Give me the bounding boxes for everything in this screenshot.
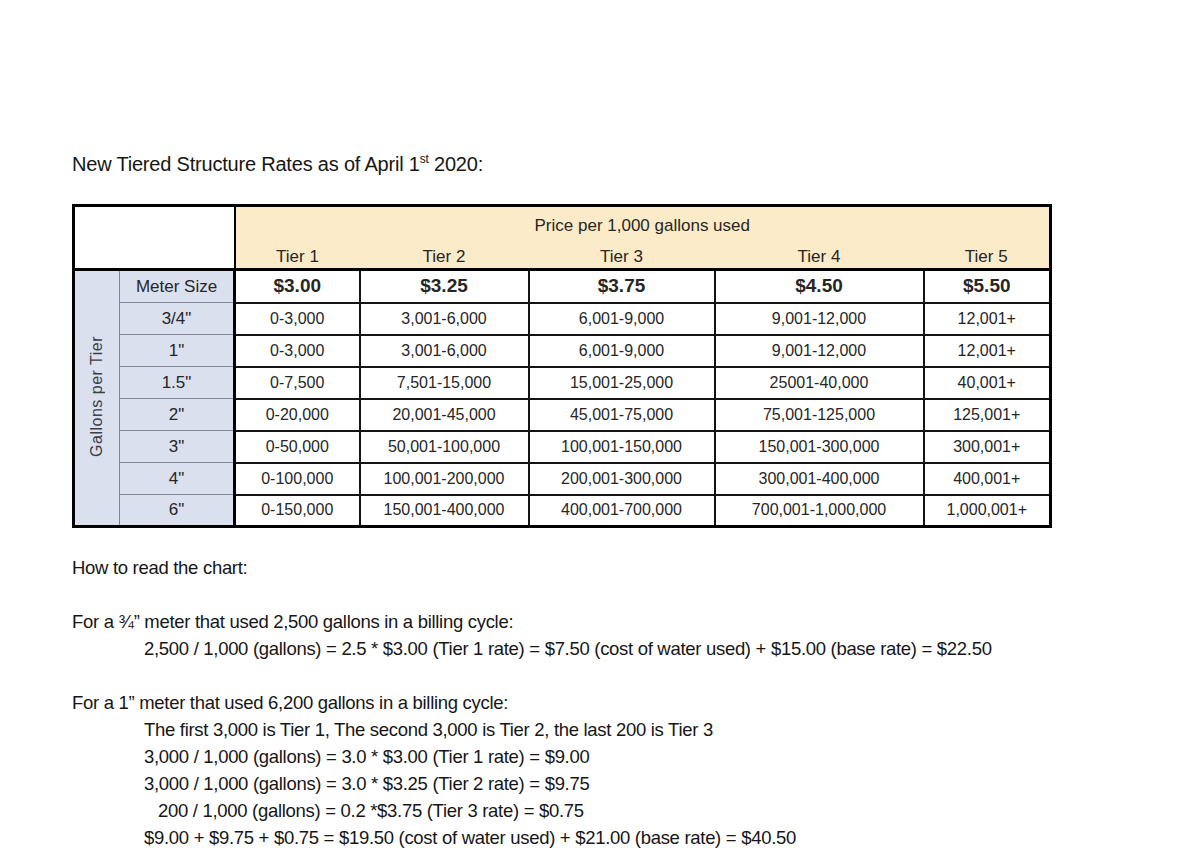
tier-cell: 3,001-6,000 bbox=[360, 335, 529, 367]
example-one-inch-line: 200 / 1,000 (gallons) = 0.2 *$3.75 (Tier… bbox=[72, 797, 1172, 824]
example-one-inch-line: $9.00 + $9.75 + $0.75 = $19.50 (cost of … bbox=[72, 824, 1172, 851]
tiered-rate-table: Price per 1,000 gallons used Tier 1 Tier… bbox=[72, 204, 1052, 528]
price-header-cell: Price per 1,000 gallons used bbox=[235, 206, 1051, 246]
tier-5-header: Tier 5 bbox=[924, 246, 1051, 270]
meter-size-cell: 4" bbox=[120, 463, 235, 495]
tier-cell: 150,001-400,000 bbox=[360, 495, 529, 527]
table-row-3-4-inch: 3/4" 0-3,000 3,001-6,000 6,001-9,000 9,0… bbox=[74, 303, 1051, 335]
spacer bbox=[72, 662, 1172, 689]
spacer bbox=[72, 581, 1172, 608]
tier-cell: 100,001-150,000 bbox=[529, 431, 715, 463]
tier-cell: 400,001+ bbox=[924, 463, 1051, 495]
meter-size-cell: 6" bbox=[120, 495, 235, 527]
tier-cell: 100,001-200,000 bbox=[360, 463, 529, 495]
tier-cell: 300,001-400,000 bbox=[715, 463, 924, 495]
example-one-inch-intro: For a 1” meter that used 6,200 gallons i… bbox=[72, 689, 1172, 716]
tier-1-header: Tier 1 bbox=[235, 246, 360, 270]
meter-size-cell: 3" bbox=[120, 431, 235, 463]
gallons-per-tier-label: Gallons per Tier bbox=[88, 336, 106, 457]
rate-row: Gallons per Tier Meter Size $3.00 $3.25 … bbox=[74, 270, 1051, 303]
tier-cell: 0-50,000 bbox=[235, 431, 360, 463]
tier-cell: 1,000,001+ bbox=[924, 495, 1051, 527]
tier-cell: 400,001-700,000 bbox=[529, 495, 715, 527]
tier-cell: 150,001-300,000 bbox=[715, 431, 924, 463]
rate-tier-2: $3.25 bbox=[360, 270, 529, 303]
tier-cell: 700,001-1,000,000 bbox=[715, 495, 924, 527]
example-one-inch-line: The first 3,000 is Tier 1, The second 3,… bbox=[72, 716, 1172, 743]
example-one-inch-line: 3,000 / 1,000 (gallons) = 3.0 * $3.00 (T… bbox=[72, 743, 1172, 770]
meter-size-cell: 3/4" bbox=[120, 303, 235, 335]
rate-tier-4: $4.50 bbox=[715, 270, 924, 303]
page-title-text: New Tiered Structure Rates as of April 1 bbox=[72, 153, 420, 175]
price-header-row: Price per 1,000 gallons used bbox=[74, 206, 1051, 246]
page-title-superscript: st bbox=[420, 152, 429, 166]
tier-cell: 15,001-25,000 bbox=[529, 367, 715, 399]
tier-cell: 45,001-75,000 bbox=[529, 399, 715, 431]
tier-cell: 20,001-45,000 bbox=[360, 399, 529, 431]
rate-tier-3: $3.75 bbox=[529, 270, 715, 303]
tier-cell: 125,001+ bbox=[924, 399, 1051, 431]
tier-cell: 50,001-100,000 bbox=[360, 431, 529, 463]
tier-cell: 12,001+ bbox=[924, 303, 1051, 335]
table-row-3-inch: 3" 0-50,000 50,001-100,000 100,001-150,0… bbox=[74, 431, 1051, 463]
tier-cell: 0-3,000 bbox=[235, 303, 360, 335]
tier-cell: 6,001-9,000 bbox=[529, 303, 715, 335]
page-title-year: 2020: bbox=[429, 153, 483, 175]
example-three-quarter-line: 2,500 / 1,000 (gallons) = 2.5 * $3.00 (T… bbox=[72, 635, 1172, 662]
tier-3-header: Tier 3 bbox=[529, 246, 715, 270]
tier-cell: 75,001-125,000 bbox=[715, 399, 924, 431]
tier-cell: 9,001-12,000 bbox=[715, 303, 924, 335]
tier-cell: 300,001+ bbox=[924, 431, 1051, 463]
table-row-1-5-inch: 1.5" 0-7,500 7,501-15,000 15,001-25,000 … bbox=[74, 367, 1051, 399]
tier-4-header: Tier 4 bbox=[715, 246, 924, 270]
meter-size-cell: 1" bbox=[120, 335, 235, 367]
rate-tier-5: $5.50 bbox=[924, 270, 1051, 303]
tier-2-header: Tier 2 bbox=[360, 246, 529, 270]
tier-cell: 12,001+ bbox=[924, 335, 1051, 367]
table-row-1-inch: 1" 0-3,000 3,001-6,000 6,001-9,000 9,001… bbox=[74, 335, 1051, 367]
tier-cell: 40,001+ bbox=[924, 367, 1051, 399]
meter-size-cell: 1.5" bbox=[120, 367, 235, 399]
how-to-section: How to read the chart: For a ¾” meter th… bbox=[72, 554, 1172, 851]
table-row-2-inch: 2" 0-20,000 20,001-45,000 45,001-75,000 … bbox=[74, 399, 1051, 431]
tier-cell: 6,001-9,000 bbox=[529, 335, 715, 367]
table-row-4-inch: 4" 0-100,000 100,001-200,000 200,001-300… bbox=[74, 463, 1051, 495]
tier-cell: 3,001-6,000 bbox=[360, 303, 529, 335]
gallons-per-tier-side-cell: Gallons per Tier bbox=[74, 270, 120, 527]
table-row-6-inch: 6" 0-150,000 150,001-400,000 400,001-700… bbox=[74, 495, 1051, 527]
tier-cell: 0-7,500 bbox=[235, 367, 360, 399]
tier-cell: 25001-40,000 bbox=[715, 367, 924, 399]
how-to-heading: How to read the chart: bbox=[72, 554, 1172, 581]
corner-cell bbox=[74, 206, 235, 270]
tier-cell: 200,001-300,000 bbox=[529, 463, 715, 495]
example-one-inch-line: 3,000 / 1,000 (gallons) = 3.0 * $3.25 (T… bbox=[72, 770, 1172, 797]
meter-size-cell: 2" bbox=[120, 399, 235, 431]
document-page: New Tiered Structure Rates as of April 1… bbox=[0, 0, 1200, 865]
tier-cell: 9,001-12,000 bbox=[715, 335, 924, 367]
tier-cell: 0-3,000 bbox=[235, 335, 360, 367]
tier-cell: 7,501-15,000 bbox=[360, 367, 529, 399]
tier-cell: 0-100,000 bbox=[235, 463, 360, 495]
meter-size-header-cell: Meter Size bbox=[120, 270, 235, 303]
rate-tier-1: $3.00 bbox=[235, 270, 360, 303]
tier-cell: 0-20,000 bbox=[235, 399, 360, 431]
page-title: New Tiered Structure Rates as of April 1… bbox=[72, 153, 483, 176]
example-three-quarter-intro: For a ¾” meter that used 2,500 gallons i… bbox=[72, 608, 1172, 635]
tier-cell: 0-150,000 bbox=[235, 495, 360, 527]
